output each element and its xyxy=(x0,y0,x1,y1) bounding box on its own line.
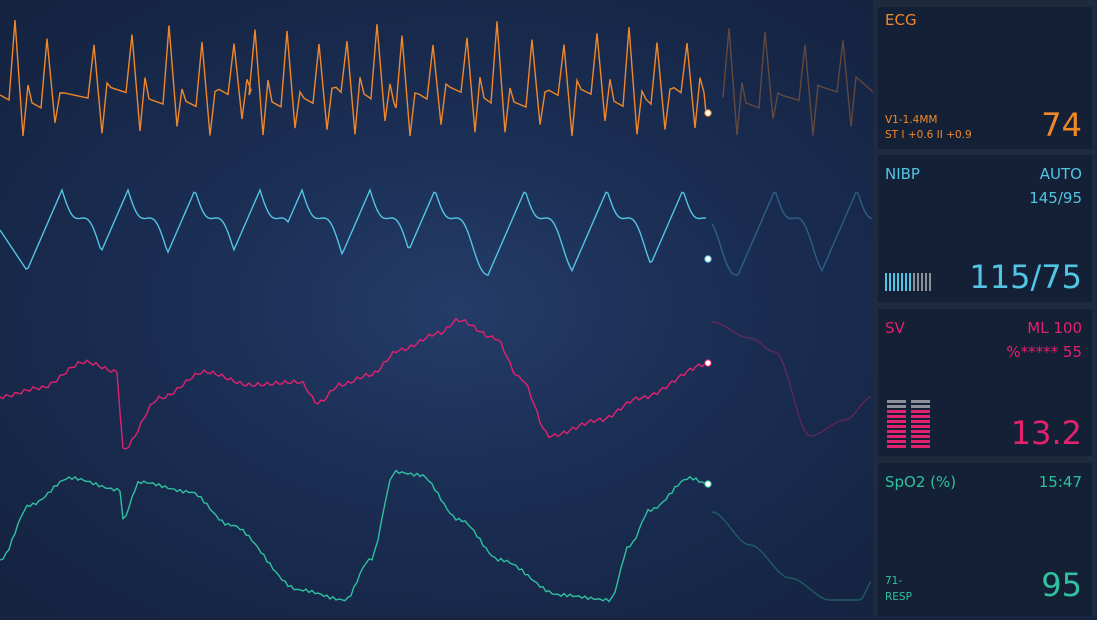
spo2-cursor xyxy=(704,480,712,488)
sv-bar-segment xyxy=(911,415,930,418)
sv-bar-segment xyxy=(887,420,906,423)
sv-bar-segment xyxy=(911,445,930,448)
nibp-waveform xyxy=(0,188,707,276)
ecg-panel[interactable]: ECG V1-1.4MM ST I +0.6 II +0.9 74 xyxy=(878,7,1092,149)
sv-bar-segment xyxy=(911,405,930,408)
sv-label: SV xyxy=(885,319,905,337)
sv-panel[interactable]: SV ML 100 %***** 55 13.2 xyxy=(878,309,1092,456)
clock-time: 15:47 xyxy=(1038,473,1082,491)
nibp-panel[interactable]: NIBP AUTO 145/95 115/75 xyxy=(878,155,1092,302)
nibp-bar-segment xyxy=(905,273,907,291)
ecg-cursor xyxy=(704,109,712,117)
ecg-lead: V1-1.4MM xyxy=(885,114,938,126)
sv-value: 13.2 xyxy=(1010,414,1082,452)
resp-label: RESP xyxy=(885,591,912,603)
nibp-bar-segment xyxy=(929,273,931,291)
nibp-cursor xyxy=(704,255,712,263)
nibp-level-bar xyxy=(885,273,931,291)
sv-bar-segment xyxy=(911,435,930,438)
sv-bar-segment xyxy=(887,440,906,443)
sv-bar-segment xyxy=(911,425,930,428)
nibp-bar-segment xyxy=(925,273,927,291)
sv-bar-segment xyxy=(887,400,906,403)
nibp-bar-segment xyxy=(897,273,899,291)
sv-percent: %***** 55 xyxy=(1006,343,1082,361)
nibp-mode: AUTO xyxy=(1039,165,1082,183)
vitals-sidebar: ECG V1-1.4MM ST I +0.6 II +0.9 74 NIBP A… xyxy=(873,0,1097,616)
sv-bar-segment xyxy=(911,420,930,423)
nibp-bar-segment xyxy=(917,273,919,291)
spo2-panel[interactable]: SpO2 (%) 15:47 71- RESP 95 xyxy=(878,463,1092,616)
spo2-waveform-previous xyxy=(711,511,872,601)
sv-waveform xyxy=(0,317,709,450)
resp-value: 71- xyxy=(885,575,903,587)
sv-waveform-previous xyxy=(711,321,872,437)
sv-cursor xyxy=(704,359,712,367)
nibp-bar-segment xyxy=(921,273,923,291)
sv-bar-segment xyxy=(911,430,930,433)
waveform-canvas xyxy=(0,19,874,603)
sv-bar-segment xyxy=(887,405,906,408)
sv-bar-segment xyxy=(887,435,906,438)
heart-rate-value: 74 xyxy=(1041,106,1082,144)
nibp-bar-segment xyxy=(889,273,891,291)
sv-level-bar-right xyxy=(911,400,930,448)
sv-bar-segment xyxy=(911,400,930,403)
sv-bar-segment xyxy=(887,430,906,433)
ecg-waveform xyxy=(0,19,707,137)
sv-level-bar-left xyxy=(887,400,906,448)
sv-bar-segment xyxy=(911,410,930,413)
nibp-bar-segment xyxy=(909,273,911,291)
nibp-bar-segment xyxy=(885,273,887,291)
ecg-st-values: ST I +0.6 II +0.9 xyxy=(885,129,972,141)
spo2-waveform xyxy=(0,469,709,603)
ecg-label: ECG xyxy=(885,11,917,29)
sv-bar-segment xyxy=(911,440,930,443)
nibp-last-reading: 145/95 xyxy=(1029,189,1082,207)
sv-bar-segment xyxy=(887,445,906,448)
nibp-bar-segment xyxy=(901,273,903,291)
spo2-label: SpO2 (%) xyxy=(885,473,957,491)
waveform-area xyxy=(0,0,874,616)
nibp-waveform-previous xyxy=(711,191,873,276)
sv-bar-segment xyxy=(887,410,906,413)
sv-bar-segment xyxy=(887,415,906,418)
nibp-bar-segment xyxy=(913,273,915,291)
sv-bar-segment xyxy=(887,425,906,428)
nibp-label: NIBP xyxy=(885,165,920,183)
sv-scale: ML 100 xyxy=(1027,319,1082,337)
spo2-value: 95 xyxy=(1041,566,1082,604)
nibp-bar-segment xyxy=(893,273,895,291)
ecg-waveform-previous xyxy=(722,28,874,136)
nibp-value: 115/75 xyxy=(969,258,1082,296)
